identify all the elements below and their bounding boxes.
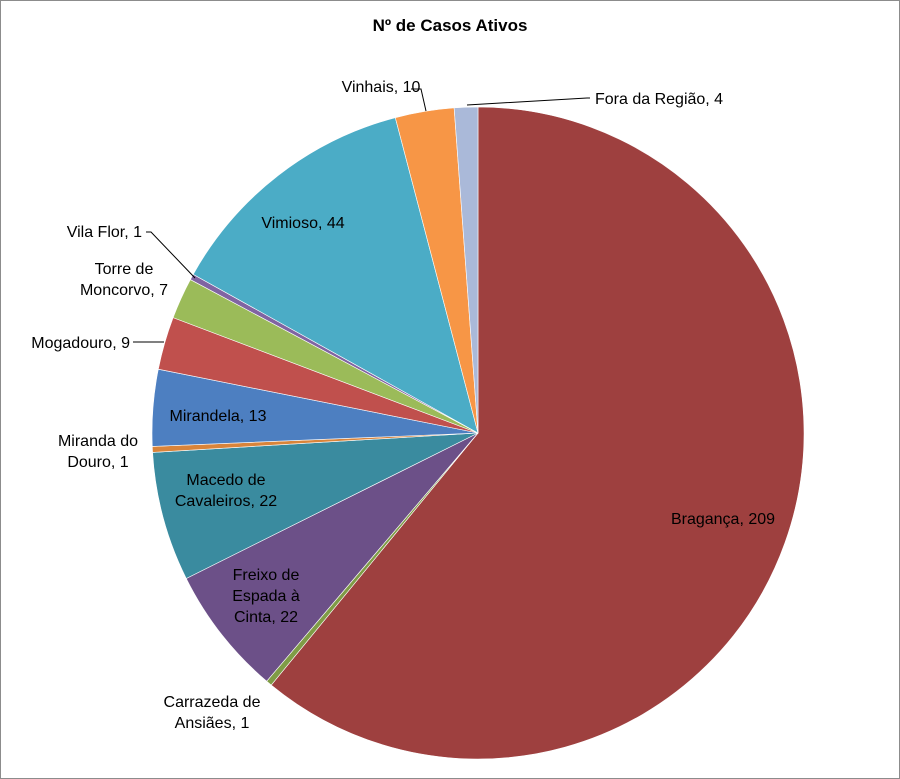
label-vila-flor: Vila Flor, 1 (67, 224, 142, 241)
label-line: Freixo de (233, 567, 300, 584)
labels-layer: Bragança, 209 Carrazeda de Ansiães, 1 Freix… (31, 79, 775, 732)
leader-line-fora-da-regiao (466, 97, 590, 106)
leader-line-vinhais (411, 88, 427, 112)
label-line: Espada à (232, 588, 300, 605)
slices-layer (151, 106, 805, 760)
label-line: Moncorvo, 7 (80, 282, 168, 299)
label-vinhais: Vinhais, 10 (342, 79, 421, 96)
label-line: Carrazeda de (164, 694, 261, 711)
slice-fora-da-regiao (453, 106, 479, 434)
label-vimioso: Vimioso, 44 (261, 215, 344, 232)
label-line: Ansiães, 1 (175, 715, 250, 732)
leader-line-vila-flor (146, 231, 196, 279)
label-miranda-do-douro: Miranda do Douro, 1 (58, 433, 138, 471)
label-mirandela: Mirandela, 13 (170, 408, 267, 425)
leaders-layer (133, 88, 590, 343)
chart-title: Nº de Casos Ativos (373, 16, 528, 35)
label-torre-de-moncorvo: Torre de Moncorvo, 7 (80, 261, 168, 299)
slice-freixo-de-espada-a-cinta (185, 432, 479, 682)
label-line: Bragança, 209 (671, 511, 775, 528)
label-freixo-de-espada-a-cinta: Freixo de Espada à Cinta, 22 (232, 567, 300, 626)
label-line: Cavaleiros, 22 (175, 493, 277, 510)
slice-macedo-de-cavaleiros (152, 432, 479, 579)
label-braganca: Bragança, 209 (671, 511, 775, 528)
label-line: Fora da Região, 4 (595, 91, 723, 108)
label-line: Cinta, 22 (234, 609, 298, 626)
slice-braganca (270, 106, 805, 760)
label-macedo-de-cavaleiros: Macedo de Cavaleiros, 22 (175, 472, 277, 510)
label-line: Miranda do (58, 433, 138, 450)
label-line: Macedo de (186, 472, 265, 489)
label-line: Douro, 1 (67, 454, 128, 471)
label-mogadouro: Mogadouro, 9 (31, 335, 130, 352)
label-line: Vila Flor, 1 (67, 224, 142, 241)
label-carrazeda-de-ansiaes: Carrazeda de Ansiães, 1 (164, 694, 261, 732)
slice-vimioso (192, 117, 479, 434)
label-line: Vinhais, 10 (342, 79, 421, 96)
label-line: Mirandela, 13 (170, 408, 267, 425)
label-fora-da-regiao: Fora da Região, 4 (595, 91, 723, 108)
label-line: Torre de (95, 261, 154, 278)
label-line: Vimioso, 44 (261, 215, 344, 232)
label-line: Mogadouro, 9 (31, 335, 130, 352)
